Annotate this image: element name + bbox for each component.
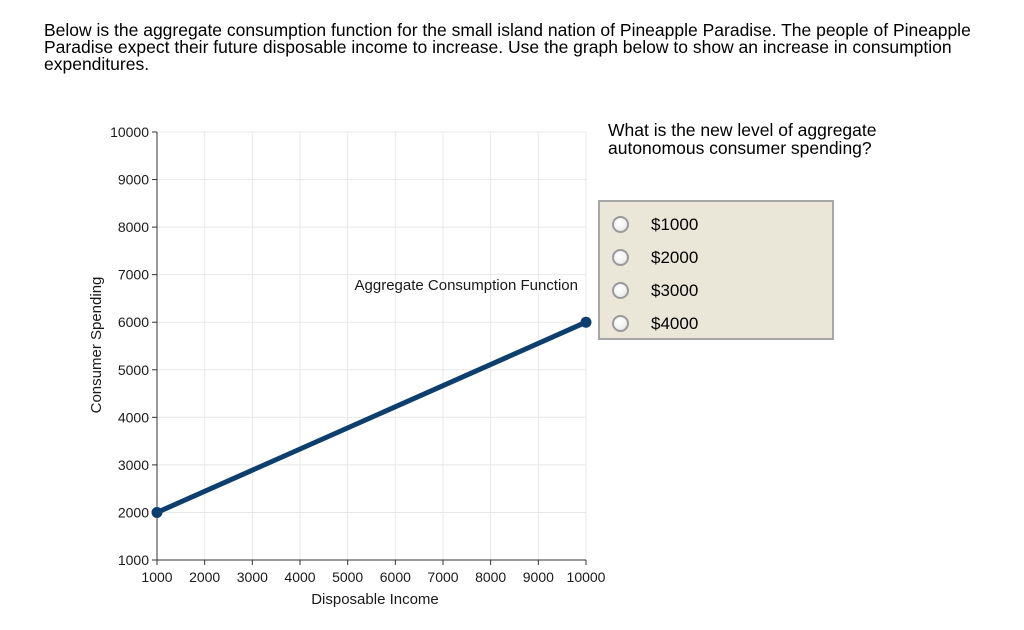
y-axis-label: Consumer Spending	[88, 277, 105, 414]
x-tick-label: 1000	[141, 569, 172, 585]
option-2000[interactable]: $2000	[600, 241, 832, 274]
chart-axes	[156, 132, 586, 561]
option-label: $4000	[651, 313, 699, 333]
radio-button[interactable]	[612, 315, 629, 332]
question-text: Below is the aggregate consumption funct…	[44, 20, 971, 74]
x-axis-label: Disposable Income	[311, 591, 439, 608]
y-tick-label: 8000	[118, 219, 149, 235]
option-label: $2000	[651, 247, 699, 267]
y-tick-label: 1000	[118, 552, 149, 568]
y-tick-label: 7000	[118, 267, 149, 283]
x-tick-label: 6000	[380, 569, 411, 585]
option-label: $1000	[651, 214, 699, 234]
y-tick-label: 9000	[118, 172, 149, 188]
radio-button[interactable]	[612, 282, 629, 299]
option-4000[interactable]: $4000	[600, 307, 832, 340]
chart-series[interactable]	[151, 316, 592, 518]
chart-grid	[157, 131, 587, 560]
y-tick-label: 2000	[118, 504, 149, 520]
chart-ticks: 1000 2000 3000 4000 5000 6000 7000 8000 9000 1000…	[110, 124, 606, 585]
y-tick-label: 3000	[118, 457, 149, 473]
consumption-function-line[interactable]	[154, 319, 589, 515]
x-tick-label: 9000	[523, 569, 554, 585]
series-label: Aggregate Consumption Function	[355, 277, 578, 294]
x-tick-label: 7000	[427, 569, 458, 585]
side-question-text: What is the new level of aggregate auton…	[608, 120, 877, 158]
x-tick-label: 3000	[237, 569, 268, 585]
x-tick-label: 4000	[284, 569, 315, 585]
x-tick-label: 8000	[475, 569, 506, 585]
radio-button[interactable]	[612, 216, 629, 233]
option-3000[interactable]: $3000	[600, 274, 832, 307]
y-tick-label: 6000	[118, 314, 149, 330]
x-tick-label: 10000	[567, 569, 606, 585]
line-endpoint-handle[interactable]	[151, 506, 163, 518]
x-tick-label: 5000	[332, 569, 363, 585]
line-endpoint-handle[interactable]	[580, 316, 592, 328]
answer-options-panel: $1000 $2000 $3000 $4000	[598, 200, 834, 340]
y-tick-label: 10000	[110, 124, 149, 140]
x-tick-label: 2000	[189, 569, 220, 585]
y-tick-label: 5000	[118, 362, 149, 378]
option-label: $3000	[651, 280, 699, 300]
y-tick-label: 4000	[118, 409, 149, 425]
option-1000[interactable]: $1000	[600, 208, 832, 241]
radio-button[interactable]	[612, 249, 629, 266]
